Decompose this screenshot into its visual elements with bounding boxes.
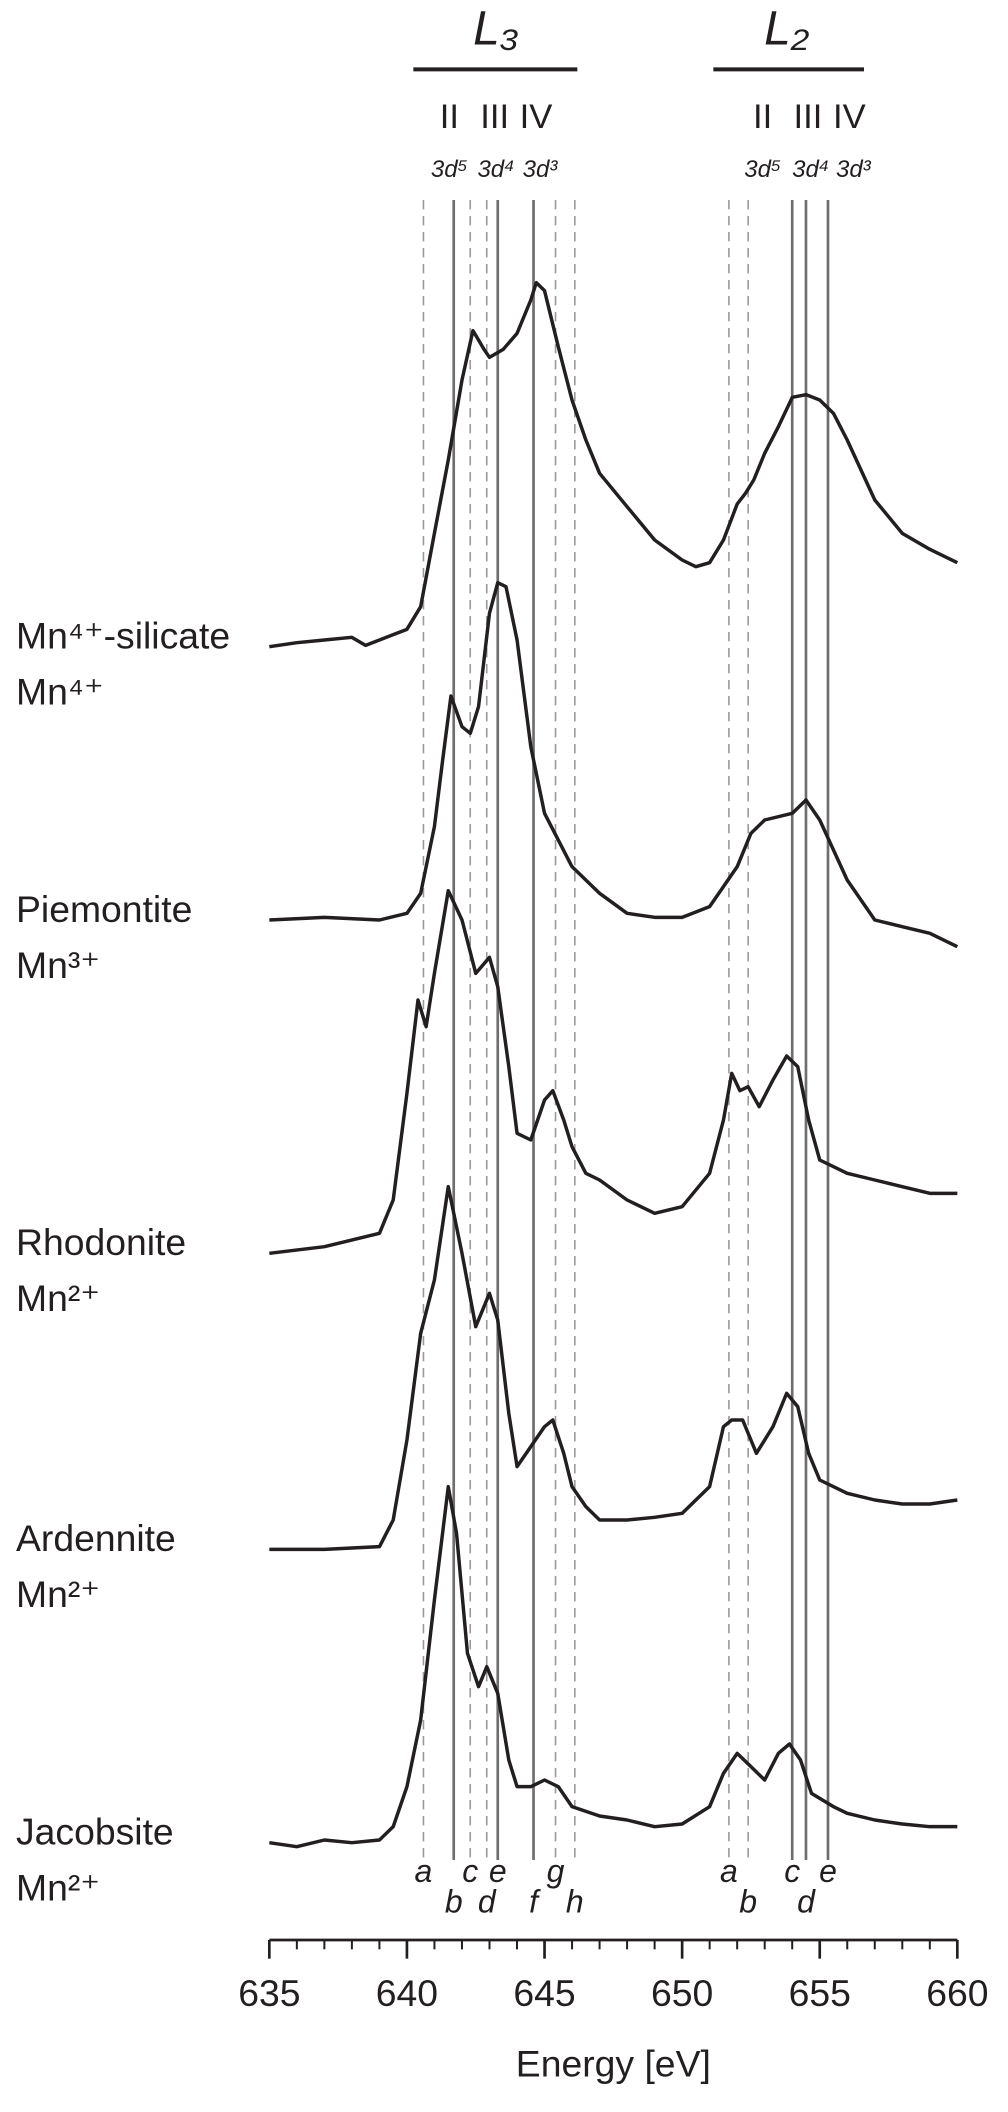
x-tick-label: 645 [513, 1972, 575, 2014]
x-tick-label: 660 [926, 1972, 988, 2014]
spectrum-line [269, 1484, 958, 1849]
valence-label: III [794, 98, 823, 136]
config-label: 3d⁴ [792, 156, 829, 183]
spectrum-line [269, 280, 959, 649]
reference-label: e [489, 1853, 507, 1889]
reference-label: f [529, 1883, 541, 1919]
reference-label: g [547, 1853, 565, 1889]
x-tick-label: 635 [238, 1972, 300, 2014]
x-tick-label: 640 [376, 1972, 438, 2014]
edge-label: L₃ [473, 3, 519, 56]
config-label: 3d⁵ [431, 156, 468, 183]
config-label: 3d³ [836, 156, 872, 183]
reference-label: d [797, 1883, 816, 1919]
series-oxidation: Mn²⁺ [16, 1867, 100, 1909]
series-name: Rhodonite [16, 1221, 186, 1263]
series-name: Piemontite [16, 888, 192, 930]
reference-label: a [720, 1853, 738, 1889]
reference-label: c [784, 1853, 800, 1889]
series-name: Jacobsite [16, 1811, 174, 1853]
reference-label: h [566, 1883, 584, 1919]
valence-label: IV [520, 98, 553, 136]
valence-label: III [480, 98, 509, 136]
x-axis-label: Energy [eV] [516, 2043, 711, 2085]
config-label: 3d⁵ [744, 156, 781, 183]
reference-label: e [819, 1853, 837, 1889]
valence-label: II [753, 98, 772, 136]
series-oxidation: Mn²⁺ [16, 1573, 100, 1615]
x-tick-label: 650 [651, 1972, 713, 2014]
reference-label: c [462, 1853, 478, 1889]
reference-label: b [445, 1883, 463, 1919]
series-oxidation: Mn⁴⁺ [16, 671, 104, 713]
valence-label: IV [833, 98, 866, 136]
x-tick-label: 655 [789, 1972, 851, 2014]
config-label: 3d⁴ [477, 156, 514, 183]
series-oxidation: Mn³⁺ [16, 944, 100, 986]
series-name: Ardennite [16, 1517, 176, 1559]
valence-label: II [440, 98, 459, 136]
config-label: 3d³ [523, 156, 559, 183]
series-name: Mn⁴⁺-silicate [16, 615, 230, 657]
reference-label: b [739, 1883, 757, 1919]
spectrum-line [269, 888, 958, 1256]
reference-label: d [478, 1883, 497, 1919]
edge-label: L₂ [764, 3, 809, 56]
series-oxidation: Mn²⁺ [16, 1277, 100, 1319]
spectrum-line [269, 580, 959, 949]
reference-label: a [415, 1853, 433, 1889]
spectrum-line [269, 1184, 958, 1552]
